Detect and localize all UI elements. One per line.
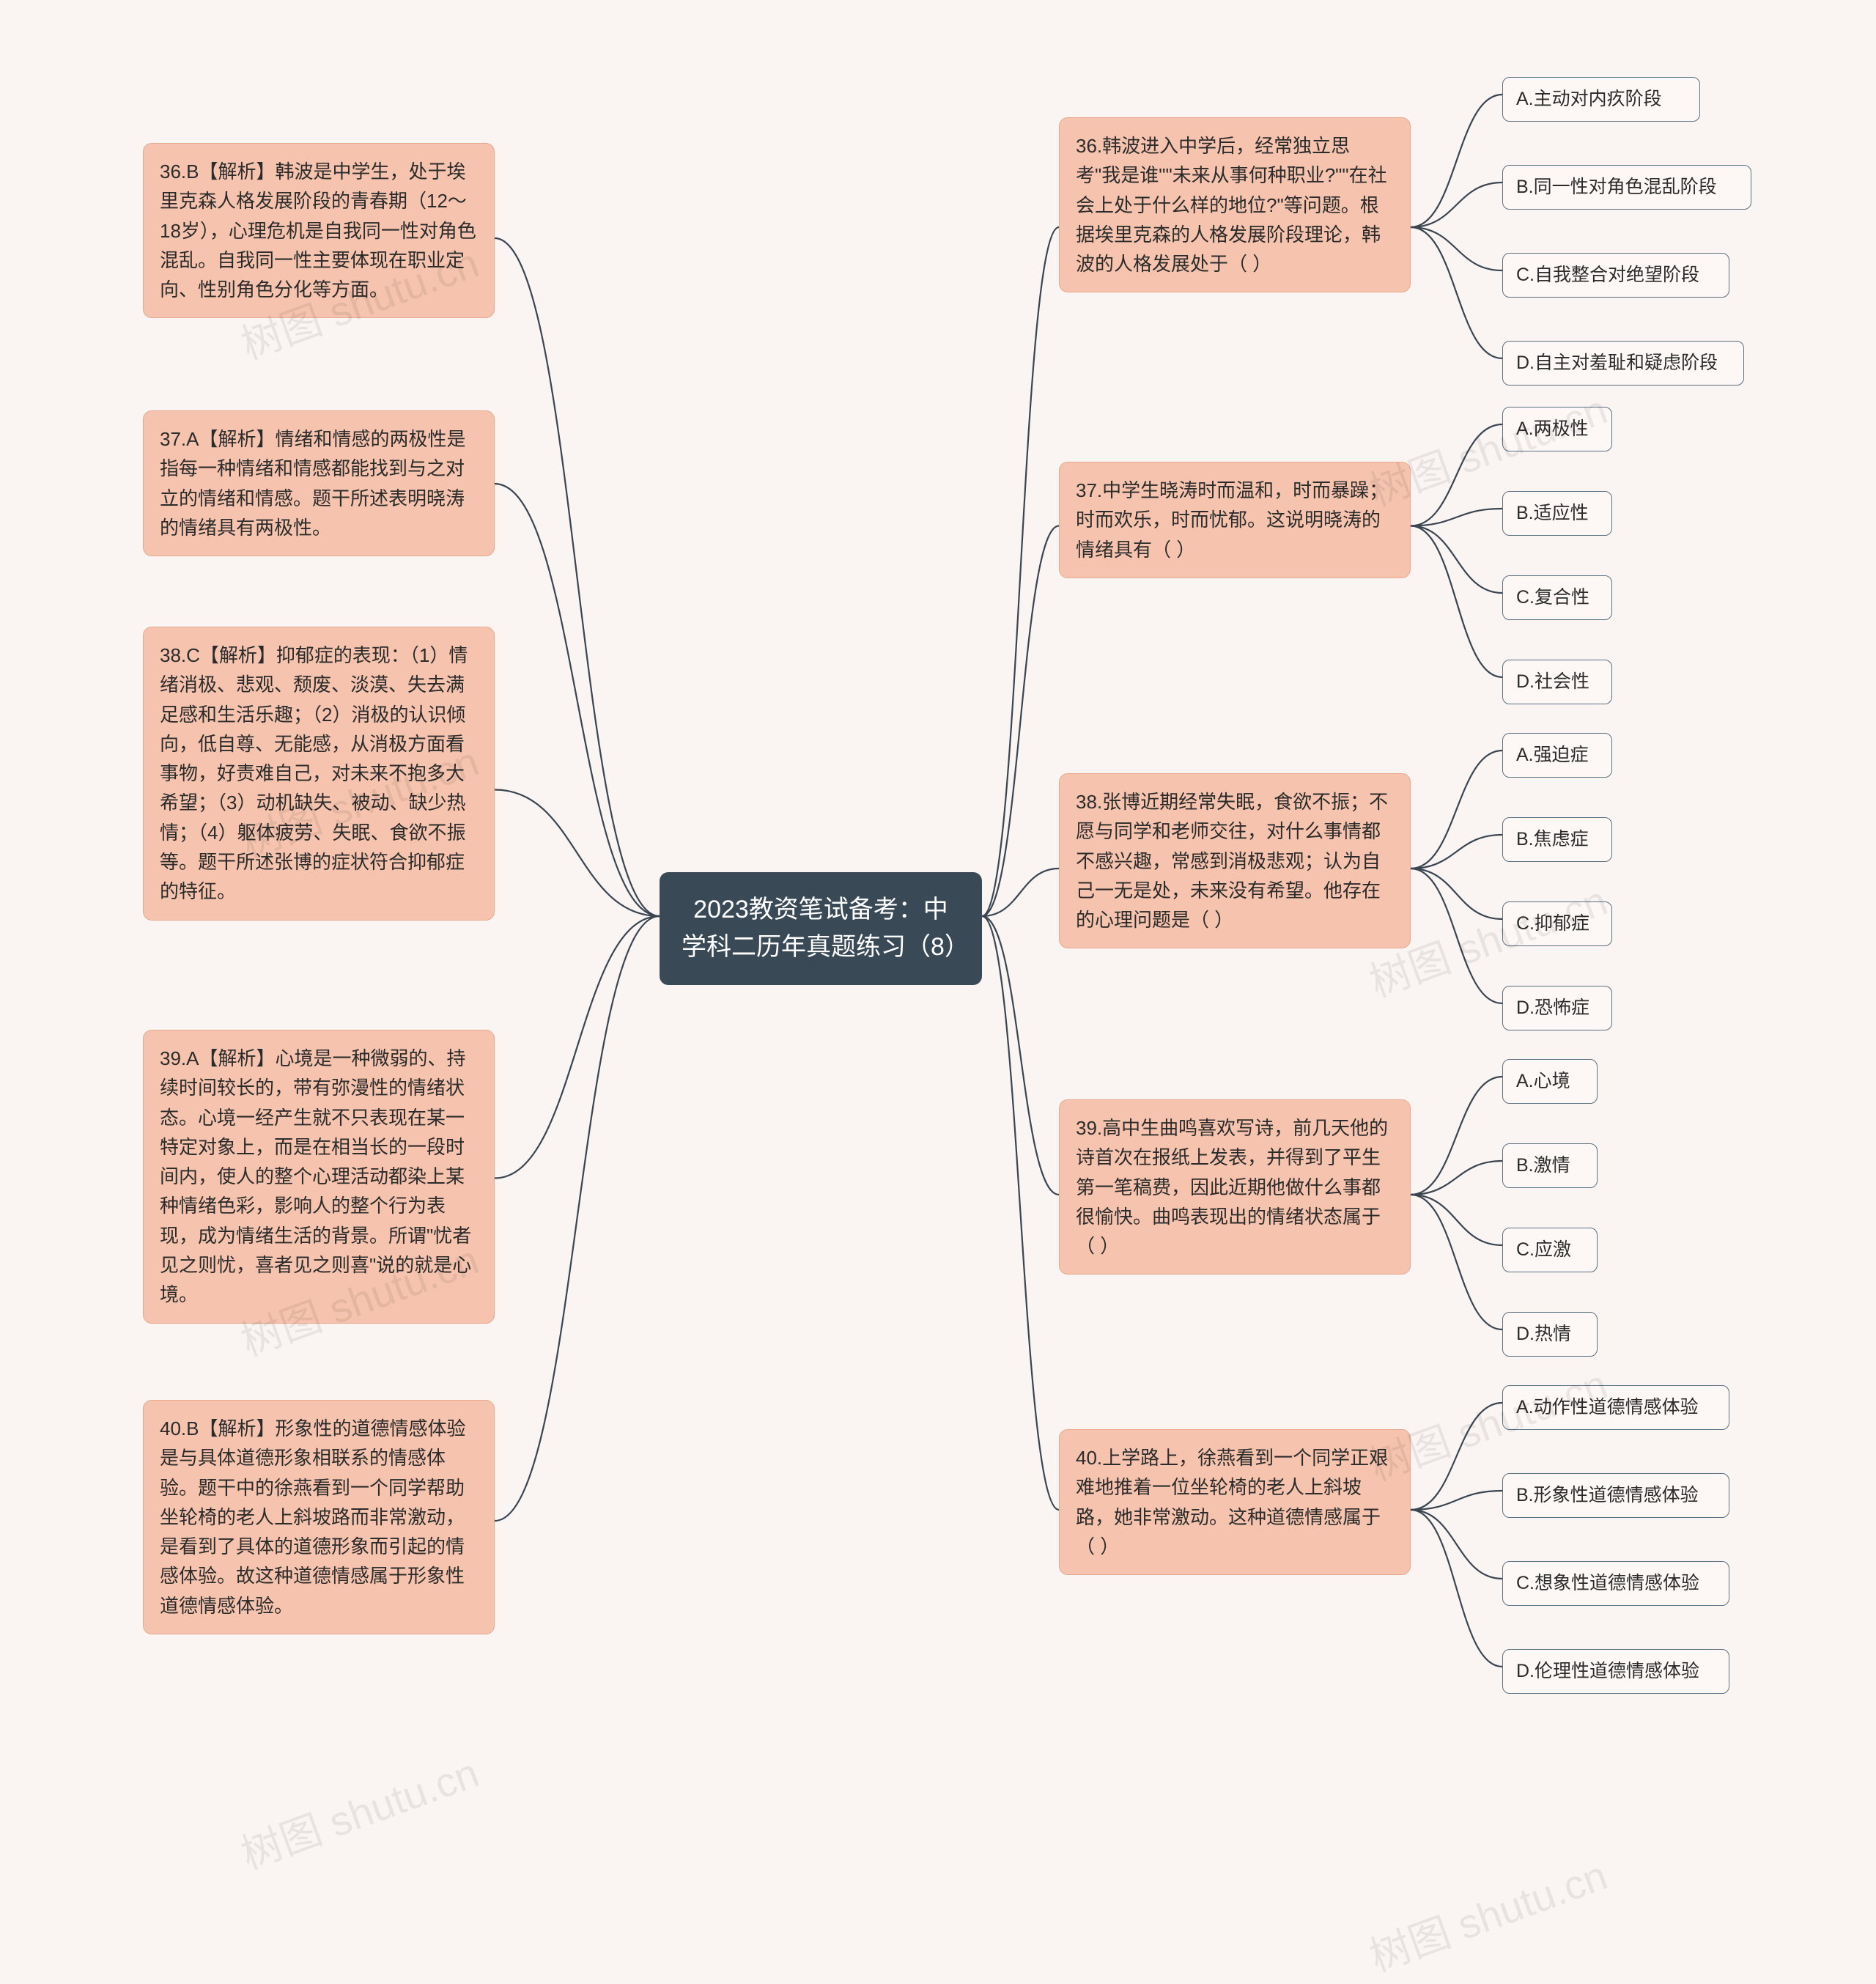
option-39-B: B.激情 — [1502, 1143, 1598, 1188]
right-question-37: 37.中学生晓涛时而温和，时而暴躁；时而欢乐，时而忧郁。这说明晓涛的情绪具有（ … — [1059, 462, 1411, 578]
option-37-A: A.两极性 — [1502, 407, 1612, 451]
option-40-A: A.动作性道德情感体验 — [1502, 1385, 1729, 1430]
option-38-B: B.焦虑症 — [1502, 817, 1612, 862]
mindmap-container: 2023教资笔试备考：中学科二历年真题练习（8） 36.B【解析】韩波是中学生，… — [0, 0, 1876, 1971]
option-36-B: B.同一性对角色混乱阶段 — [1502, 165, 1751, 210]
option-37-C: C.复合性 — [1502, 575, 1612, 620]
right-question-36: 36.韩波进入中学后，经常独立思考"我是谁""未来从事何种职业?""在社会上处于… — [1059, 117, 1411, 292]
right-question-39: 39.高中生曲鸣喜欢写诗，前几天他的诗首次在报纸上发表，并得到了平生第一笔稿费，… — [1059, 1099, 1411, 1275]
left-analysis-39: 39.A【解析】心境是一种微弱的、持续时间较长的，带有弥漫性的情绪状态。心境一经… — [143, 1030, 495, 1324]
left-analysis-38: 38.C【解析】抑郁症的表现：（1）情绪消极、悲观、颓废、淡漠、失去满足感和生活… — [143, 627, 495, 921]
option-36-D: D.自主对羞耻和疑虑阶段 — [1502, 341, 1744, 386]
option-39-C: C.应激 — [1502, 1228, 1598, 1272]
option-40-D: D.伦理性道德情感体验 — [1502, 1649, 1729, 1694]
right-question-40: 40.上学路上，徐燕看到一个同学正艰难地推着一位坐轮椅的老人上斜坡路，她非常激动… — [1059, 1429, 1411, 1575]
option-38-D: D.恐怖症 — [1502, 986, 1612, 1030]
option-39-A: A.心境 — [1502, 1059, 1598, 1104]
left-analysis-36: 36.B【解析】韩波是中学生，处于埃里克森人格发展阶段的青春期（12～18岁），… — [143, 143, 495, 318]
option-40-C: C.想象性道德情感体验 — [1502, 1561, 1729, 1606]
right-question-38: 38.张博近期经常失眠，食欲不振；不愿与同学和老师交往，对什么事情都不感兴趣，常… — [1059, 773, 1411, 948]
left-analysis-37: 37.A【解析】情绪和情感的两极性是指每一种情绪和情感都能找到与之对立的情绪和情… — [143, 410, 495, 556]
option-38-C: C.抑郁症 — [1502, 901, 1612, 946]
option-39-D: D.热情 — [1502, 1312, 1598, 1357]
center-node: 2023教资笔试备考：中学科二历年真题练习（8） — [660, 872, 982, 985]
option-36-C: C.自我整合对绝望阶段 — [1502, 253, 1729, 298]
option-37-D: D.社会性 — [1502, 660, 1612, 704]
option-36-A: A.主动对内疚阶段 — [1502, 77, 1700, 122]
option-38-A: A.强迫症 — [1502, 733, 1612, 778]
left-analysis-40: 40.B【解析】形象性的道德情感体验是与具体道德形象相联系的情感体验。题干中的徐… — [143, 1400, 495, 1634]
option-40-B: B.形象性道德情感体验 — [1502, 1473, 1729, 1518]
option-37-B: B.适应性 — [1502, 491, 1612, 536]
